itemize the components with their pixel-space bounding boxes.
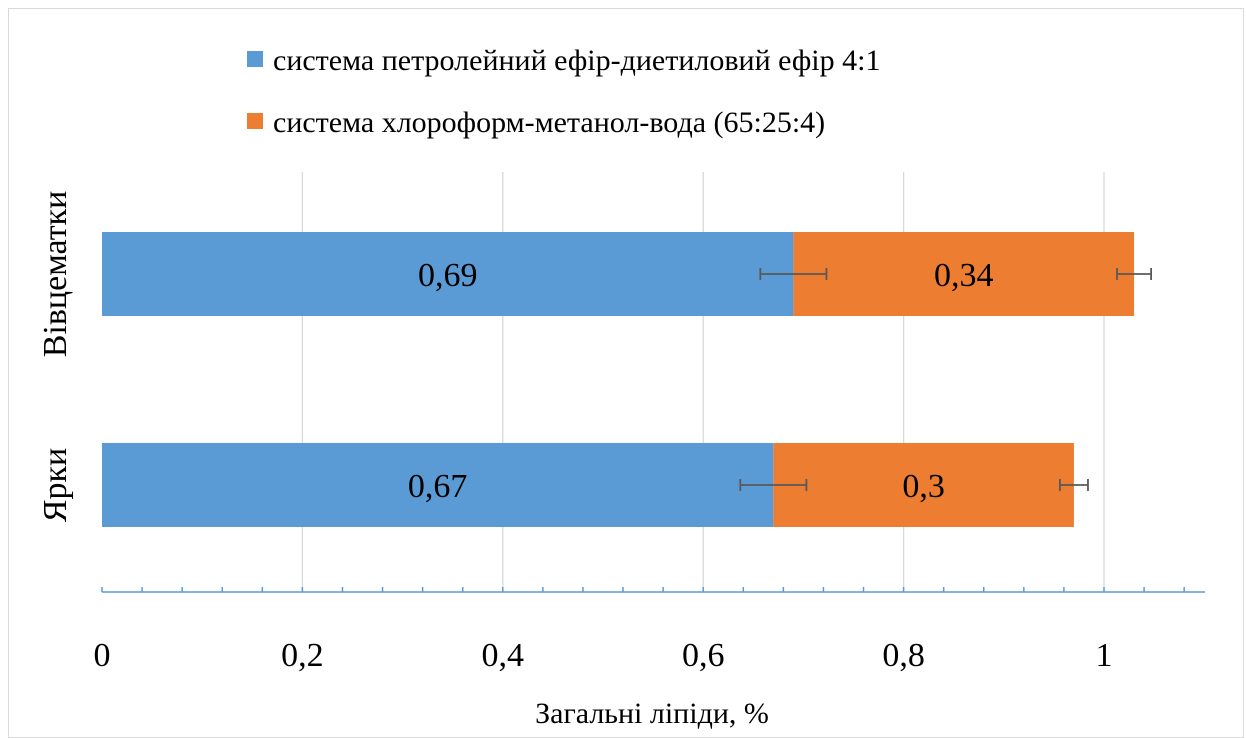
category-labels: Вівцематки Ярки xyxy=(37,191,74,522)
bar-1-series-2 xyxy=(793,232,1135,316)
x-tick-label-2: 0,4 xyxy=(482,637,525,674)
x-tick-label-0: 0 xyxy=(94,637,111,674)
x-axis xyxy=(101,587,1205,593)
x-tick-label-1: 0,2 xyxy=(281,637,324,674)
legend-label-series-2: система хлороформ-метанол-вода (65:25:4) xyxy=(273,106,825,139)
bar-label-2-series-1: 0,67 xyxy=(408,468,468,505)
bar-1-series-1 xyxy=(102,232,794,316)
legend-swatch-series-1 xyxy=(247,51,263,67)
bar-value-labels: 0,69 0,34 0,67 0,3 xyxy=(408,257,994,505)
x-tick-labels: 0 0,2 0,4 0,6 0,8 1 xyxy=(94,637,1113,674)
bar-2-series-2 xyxy=(773,443,1074,527)
x-tick-label-4: 0,8 xyxy=(882,637,925,674)
legend-label-series-1: система петролейний ефір-диетиловий ефір… xyxy=(273,44,880,77)
x-tick-label-3: 0,6 xyxy=(682,637,725,674)
x-tick-label-5: 1 xyxy=(1096,637,1113,674)
bar-label-2-series-2: 0,3 xyxy=(902,468,945,505)
x-axis-title: Загальні ліпіди, % xyxy=(535,697,769,730)
category-label-2: Ярки xyxy=(37,448,74,522)
bar-2-series-1 xyxy=(102,443,774,527)
error-bars xyxy=(739,268,1152,491)
bar-label-1-series-1: 0,69 xyxy=(418,257,478,294)
bar-label-1-series-2: 0,34 xyxy=(934,257,994,294)
legend: система петролейний ефір-диетиловий ефір… xyxy=(247,44,880,139)
category-label-1: Вівцематки xyxy=(37,191,74,358)
legend-swatch-series-2 xyxy=(247,113,263,129)
bars xyxy=(102,232,1135,527)
